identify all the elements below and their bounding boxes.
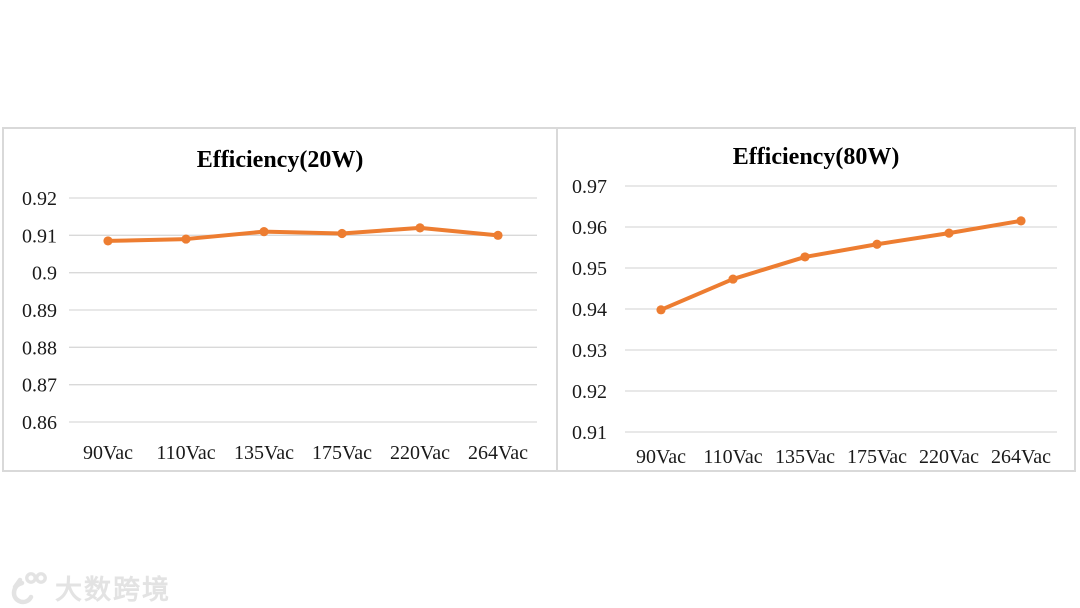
svg-text:135Vac: 135Vac — [234, 442, 294, 464]
line-chart-80w: 0.97 0.96 0.95 0.94 0.93 0.92 0.91 90Vac 110Vac 1… — [572, 176, 1057, 468]
svg-text:0.91: 0.91 — [572, 422, 607, 444]
svg-text:264Vac: 264Vac — [991, 446, 1051, 468]
svg-text:0.86: 0.86 — [22, 412, 57, 434]
chart-title-80w: Efficiency(80W) — [732, 144, 900, 170]
svg-text:0.93: 0.93 — [572, 340, 607, 362]
svg-text:90Vac: 90Vac — [83, 442, 133, 464]
svg-text:0.96: 0.96 — [572, 217, 607, 239]
svg-text:175Vac: 175Vac — [847, 446, 907, 468]
svg-text:90Vac: 90Vac — [636, 446, 686, 468]
line-chart-20w: 0.92 0.91 0.9 0.89 0.88 0.87 0.86 90Vac 110Vac 13… — [22, 188, 537, 464]
svg-text:0.9: 0.9 — [32, 263, 57, 285]
svg-text:110Vac: 110Vac — [703, 446, 762, 468]
svg-text:135Vac: 135Vac — [775, 446, 835, 468]
watermark: 大数跨境 — [8, 568, 171, 607]
svg-text:264Vac: 264Vac — [468, 442, 528, 464]
chart-panel-80w: Efficiency(80W) 0.97 0.96 0.95 0.94 0.93 0.92… — [558, 129, 1074, 470]
svg-text:220Vac: 220Vac — [919, 446, 979, 468]
svg-text:0.87: 0.87 — [22, 375, 57, 397]
watermark-logo-icon — [11, 571, 47, 604]
svg-text:0.92: 0.92 — [22, 188, 57, 210]
svg-text:175Vac: 175Vac — [312, 442, 372, 464]
chart-panel-20w: Efficiency(20W) 0.92 0.91 0.9 0.89 0.88 0.87 0… — [4, 129, 558, 470]
svg-text:0.91: 0.91 — [22, 225, 57, 247]
svg-text:220Vac: 220Vac — [390, 442, 450, 464]
svg-text:0.88: 0.88 — [22, 337, 57, 359]
svg-text:0.94: 0.94 — [572, 299, 607, 321]
svg-text:110Vac: 110Vac — [156, 442, 215, 464]
charts-container: Efficiency(20W) 0.92 0.91 0.9 0.89 0.88 0.87 0… — [2, 127, 1076, 472]
watermark-text: 大数跨境 — [55, 575, 171, 606]
svg-text:0.95: 0.95 — [572, 258, 607, 280]
svg-text:0.92: 0.92 — [572, 381, 607, 403]
chart-title-20w: Efficiency(20W) — [196, 147, 364, 173]
svg-text:0.97: 0.97 — [572, 176, 607, 198]
svg-text:0.89: 0.89 — [22, 300, 57, 322]
